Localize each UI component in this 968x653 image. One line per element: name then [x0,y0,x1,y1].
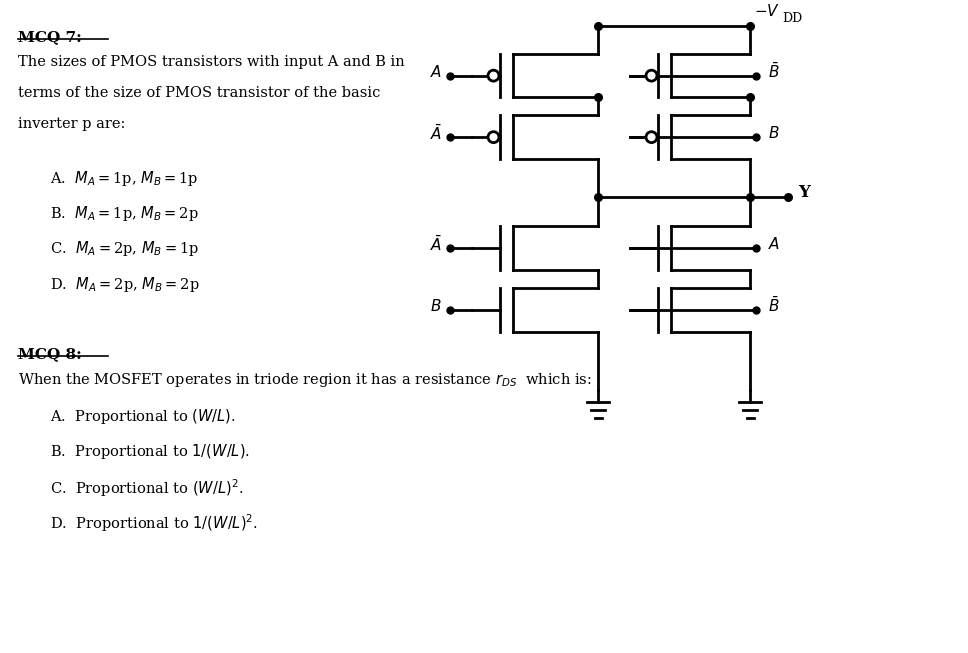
Text: $B$: $B$ [431,298,442,314]
Text: When the MOSFET operates in triode region it has a resistance $r_{DS}$  which is: When the MOSFET operates in triode regio… [18,372,591,389]
Text: C.  $M_{A}$$=$2p, $M_{B}$$=$1p: C. $M_{A}$$=$2p, $M_{B}$$=$1p [50,240,199,259]
Text: inverter p are:: inverter p are: [18,118,126,131]
Text: $\bar{B}$: $\bar{B}$ [768,296,779,315]
Text: terms of the size of PMOS transistor of the basic: terms of the size of PMOS transistor of … [18,86,380,100]
Circle shape [488,70,499,81]
Text: $-V$: $-V$ [754,3,780,19]
Circle shape [646,132,657,142]
Text: MCQ 8:: MCQ 8: [18,347,81,362]
Text: $A$: $A$ [768,236,780,252]
Text: D.  Proportional to $1/(W/L)^{2}$.: D. Proportional to $1/(W/L)^{2}$. [50,513,258,534]
Text: $\bar{B}$: $\bar{B}$ [768,62,779,81]
Text: DD: DD [782,12,802,25]
Text: C.  Proportional to $(W/L)^{2}$.: C. Proportional to $(W/L)^{2}$. [50,477,243,499]
Text: The sizes of PMOS transistors with input A and B in: The sizes of PMOS transistors with input… [18,55,405,69]
Text: $\bar{A}$: $\bar{A}$ [430,234,442,254]
Text: $\bar{A}$: $\bar{A}$ [430,123,442,143]
Text: A.  Proportional to $(W/L)$.: A. Proportional to $(W/L)$. [50,407,236,426]
Circle shape [646,70,657,81]
Text: B.  $M_{A}$$=$1p, $M_{B}$$=$2p: B. $M_{A}$$=$1p, $M_{B}$$=$2p [50,204,198,223]
Text: A.  $M_{A}$$=$1p, $M_{B}$$=$1p: A. $M_{A}$$=$1p, $M_{B}$$=$1p [50,169,198,188]
Text: D.  $M_{A}$$=$2p, $M_{B}$$=$2p: D. $M_{A}$$=$2p, $M_{B}$$=$2p [50,274,199,294]
Text: $B$: $B$ [768,125,779,141]
Text: $A$: $A$ [430,64,442,80]
Text: B.  Proportional to $1/(W/L)$.: B. Proportional to $1/(W/L)$. [50,442,250,461]
Text: Y: Y [798,184,810,201]
Circle shape [488,132,499,142]
Text: MCQ 7:: MCQ 7: [18,30,81,44]
